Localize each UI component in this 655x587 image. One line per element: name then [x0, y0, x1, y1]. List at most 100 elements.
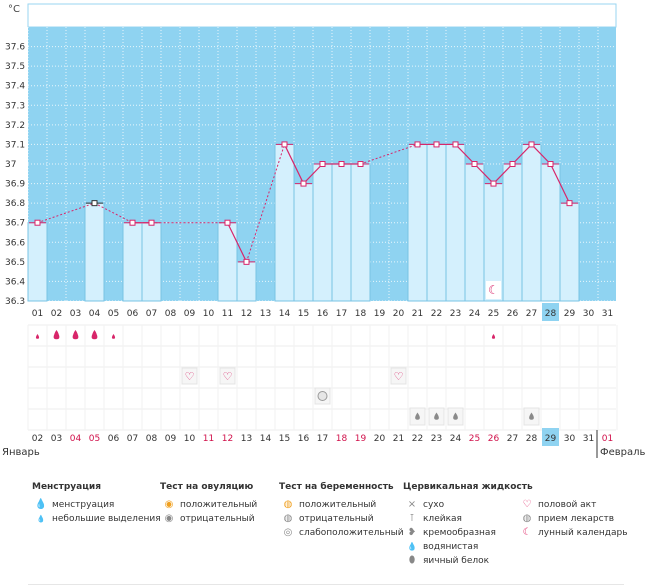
y-tick-label: 37.1 [5, 140, 25, 150]
date-label: 09 [165, 434, 177, 444]
temperature-point [528, 141, 535, 148]
cycle-day-label: 08 [165, 309, 177, 319]
date-label: 16 [298, 434, 310, 444]
temperature-bar [312, 163, 333, 302]
y-tick-label: 36.9 [5, 180, 25, 190]
moon-icon: ☾ [522, 527, 532, 538]
cycle-day-label: 17 [336, 309, 347, 319]
date-labels: 02 03 04 05 06 07 08 09 10 11 12 13 14 15 16 17 18 19 20 21… [32, 428, 613, 446]
legend-label: отрицательный [180, 514, 255, 524]
dotted-connectors [37, 143, 418, 263]
cycle-day-label: 10 [203, 309, 215, 319]
dotted-connector [246, 144, 285, 263]
heart-icon: ♡ [394, 370, 404, 383]
legend-pregnancy-title: Тест на беременность [279, 482, 394, 492]
legend-item-ovulation-positive: ◉ положительный [160, 498, 258, 512]
legend-ovulation: Тест на овуляцию ◉ положительный ◉ отриц… [160, 482, 257, 526]
legend-label: небольшие выделения [52, 514, 161, 524]
temperature-line-segment [455, 144, 475, 165]
temperature-line-segment [226, 222, 248, 263]
temperature-bar [502, 163, 523, 302]
date-label: 20 [374, 434, 386, 444]
heart-cell [390, 367, 407, 385]
creamy-icon: ❥ [407, 527, 417, 538]
legend-menstruation-title: Менструация [32, 482, 101, 492]
menstruation-drop-icon [54, 330, 59, 337]
cycle-day-label: 29 [564, 309, 576, 319]
temperature-point [414, 141, 421, 148]
y-tick-label: 37.3 [5, 101, 25, 111]
date-label: 02 [32, 434, 43, 444]
cycle-day-label: 11 [222, 309, 233, 319]
legend-item-menstruation: 💧 менструация [32, 498, 161, 512]
heart-icon: ♡ [223, 370, 233, 383]
y-tick-label: 36.8 [5, 199, 25, 209]
cycle-day-label: 02 [51, 309, 62, 319]
cycle-day-highlight [542, 303, 559, 321]
temperature-bar [27, 222, 48, 302]
legend-pregnancy: Тест на беременность ◍ положительный ◍ о… [279, 482, 404, 540]
cycle-day-label: 14 [279, 309, 291, 319]
date-label: 27 [507, 434, 518, 444]
temperature-bar [274, 143, 295, 302]
date-label: 03 [51, 434, 62, 444]
date-label: 29 [545, 434, 557, 444]
legend-menstruation: Менструация 💧 менструация 💧 небольшие вы… [32, 482, 161, 526]
cycle-day-label: 25 [488, 309, 499, 319]
date-label: 17 [317, 434, 328, 444]
temperature-bar [293, 183, 314, 302]
menstruation-drop-icon: 💧 [34, 499, 48, 510]
legend-other-spacer [518, 482, 628, 493]
date-label: 04 [70, 434, 82, 444]
temperature-bar [141, 222, 162, 302]
y-tick-label: 36.7 [5, 219, 25, 229]
month-label-february: Февраль [600, 447, 646, 458]
small-drop-icon [35, 334, 40, 339]
cycle-day-label: 22 [431, 309, 442, 319]
date-label: 28 [526, 434, 538, 444]
temperature-line-segment [549, 163, 571, 204]
temperature-point [129, 219, 136, 226]
legend-item-pregnancy-negative: ◍ отрицательный [279, 512, 404, 526]
temperature-bars [27, 143, 580, 302]
egg-white-icon: ⬮ [408, 555, 416, 566]
cycle-day-label: 15 [298, 309, 309, 319]
cycle-day-label: 26 [507, 309, 519, 319]
cycle-day-label: 13 [260, 309, 271, 319]
cycle-day-label: 06 [127, 309, 139, 319]
dotted-connector [94, 202, 133, 224]
temperature-point [338, 161, 345, 167]
legend-label: прием лекарств [538, 514, 615, 524]
legend-item-pregnancy-weak: ◎ слабоположительный [279, 526, 404, 540]
temperature-line-segment [474, 163, 494, 184]
cycle-day-label: 31 [602, 309, 613, 319]
cycle-day-label: 05 [108, 309, 119, 319]
legend-item-ovulation-negative: ◉ отрицательный [160, 512, 257, 526]
y-tick-label: 36.5 [5, 258, 25, 268]
y-tick-label: 36.4 [5, 277, 25, 287]
legend-label: водянистая [423, 542, 479, 552]
date-label: 12 [222, 434, 233, 444]
heart-cell [181, 367, 198, 385]
temperature-point [490, 180, 497, 187]
legend-label: яичный белок [423, 556, 490, 566]
cycle-day-label: 12 [241, 309, 252, 319]
date-label: 05 [89, 434, 100, 444]
temperature-bar [331, 163, 352, 302]
date-label: 22 [412, 434, 423, 444]
temperature-point [300, 180, 307, 187]
date-label: 19 [355, 434, 367, 444]
event-markers: ♡ ♡ ♡ ☾ [35, 281, 540, 426]
temperature-bar [350, 163, 371, 302]
temperature-bar [521, 143, 542, 302]
y-tick-label: 36.3 [5, 297, 25, 307]
legend-label: сухо [423, 500, 445, 510]
legend-item-sex: ♡ половой акт [518, 498, 628, 512]
watery-icon [529, 412, 534, 420]
legend-item-dry: × сухо [403, 498, 533, 512]
date-label: 15 [279, 434, 290, 444]
legend-cervical: Цервикальная жидкость × сухо ⊺ клейкая ❥… [403, 482, 533, 568]
cycle-day-label: 01 [32, 309, 43, 319]
temperature-point [148, 219, 155, 226]
date-label: 31 [583, 434, 594, 444]
